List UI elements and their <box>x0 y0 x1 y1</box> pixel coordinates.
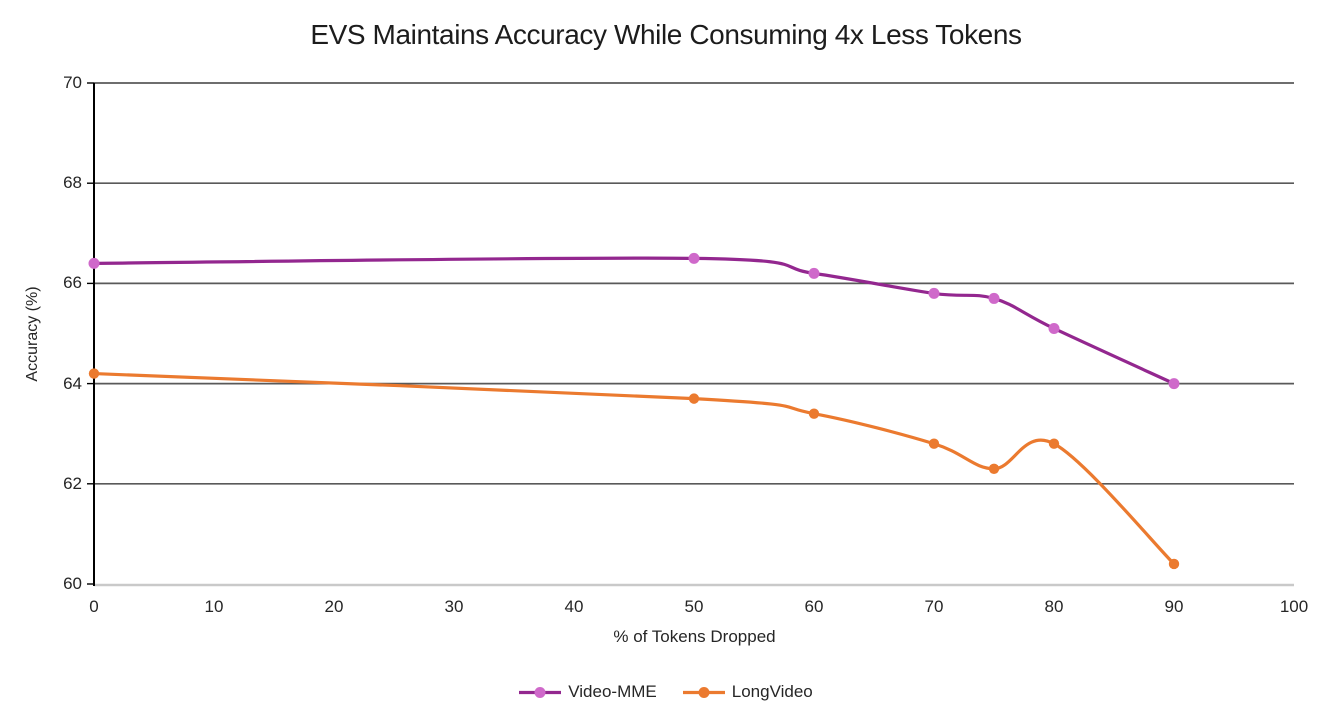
chart-title: EVS Maintains Accuracy While Consuming 4… <box>310 19 1022 50</box>
data-point-marker-video-mme <box>688 252 700 264</box>
data-point-marker-video-mme <box>808 267 820 279</box>
x-tick-label: 10 <box>204 597 224 616</box>
x-tick-label: 40 <box>564 597 584 616</box>
y-tick-label: 66 <box>63 273 82 293</box>
x-tick-label: 100 <box>1279 597 1309 616</box>
x-tick-label: 80 <box>1044 597 1064 616</box>
legend-item-longvideo: LongVideo <box>682 682 813 702</box>
legend-swatch-icon <box>519 686 562 698</box>
x-axis-title: % of Tokens Dropped <box>613 627 776 646</box>
data-point-marker-video-mme <box>1168 378 1180 390</box>
x-tick-label: 90 <box>1164 597 1184 616</box>
data-point-marker-longvideo <box>928 438 940 449</box>
x-tick-label: 30 <box>444 597 464 616</box>
y-tick-label: 62 <box>63 473 82 493</box>
data-point-marker-video-mme <box>88 257 100 269</box>
y-tick-label: 60 <box>63 574 82 593</box>
data-point-marker-longvideo <box>988 463 1000 474</box>
x-tick-label: 60 <box>804 597 824 616</box>
legend-marker-icon <box>698 686 710 698</box>
legend-item-video-mme: Video-MME <box>519 682 657 702</box>
data-point-marker-video-mme <box>928 287 940 299</box>
data-point-marker-video-mme <box>988 292 1000 304</box>
x-tick-label: 20 <box>324 597 344 616</box>
data-point-marker-longvideo <box>88 368 100 379</box>
y-tick-label: 70 <box>63 73 82 92</box>
legend-label: Video-MME <box>568 682 657 701</box>
x-tick-label: 70 <box>924 597 944 616</box>
series-line-longvideo <box>92 371 1176 566</box>
legend: Video-MME LongVideo <box>0 682 1332 702</box>
series-line-video-mme <box>92 256 1176 386</box>
data-point-marker-video-mme <box>1048 322 1060 334</box>
data-point-marker-longvideo <box>1048 438 1060 449</box>
x-tick-label: 0 <box>89 597 99 616</box>
data-point-marker-longvideo <box>1168 558 1180 570</box>
legend-label: LongVideo <box>731 682 813 701</box>
x-tick-label: 50 <box>684 597 704 616</box>
y-tick-label: 64 <box>63 373 82 393</box>
legend-swatch-icon <box>682 686 725 698</box>
data-point-marker-longvideo <box>808 408 820 419</box>
y-tick-label: 68 <box>63 173 82 193</box>
legend-marker-icon <box>534 686 546 698</box>
data-point-marker-longvideo <box>688 393 700 404</box>
